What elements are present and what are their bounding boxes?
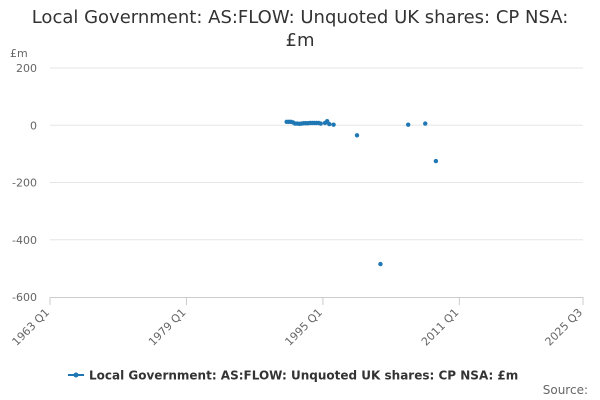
data-point (331, 122, 336, 127)
x-tick-label: 1963 Q1 (10, 306, 53, 349)
data-point (405, 122, 411, 127)
legend[interactable]: Local Government: AS:FLOW: Unquoted UK s… (68, 369, 518, 383)
x-tick-labels: 1963 Q1 1979 Q1 1995 Q1 2011 Q1 2025 Q3 (10, 306, 586, 349)
y-tick-label: 200 (16, 62, 37, 75)
legend-series-label: Local Government: AS:FLOW: Unquoted UK s… (89, 369, 518, 383)
x-tick-label: 1979 Q1 (146, 306, 189, 349)
y-axis-unit-label: £m (10, 47, 28, 60)
y-tick-label: 0 (30, 119, 37, 132)
axes (49, 297, 584, 305)
chart-title-line-2: £m (285, 30, 315, 51)
y-tick-label: -400 (12, 234, 37, 247)
chart-title-line-1: Local Government: AS:FLOW: Unquoted UK s… (31, 7, 569, 28)
y-tick-label: -200 (12, 177, 37, 190)
data-point (354, 133, 360, 138)
data-point (423, 121, 428, 126)
legend-marker-dot (73, 372, 79, 378)
x-tick-label: 2025 Q3 (543, 306, 586, 349)
chart-title: Local Government: AS:FLOW: Unquoted UK s… (0, 6, 600, 52)
y-tick-label: -600 (12, 291, 37, 304)
source-label: Source: (543, 383, 588, 397)
data-point (378, 261, 383, 267)
y-tick-labels: 200 0 -200 -400 -600 (12, 62, 37, 304)
x-tick-label: 2011 Q1 (419, 306, 462, 349)
data-points (284, 119, 439, 267)
x-tick-label: 1995 Q1 (282, 306, 325, 349)
data-point (433, 158, 439, 164)
grid-lines (50, 67, 583, 241)
data-point (318, 121, 323, 126)
data-point (327, 121, 332, 127)
